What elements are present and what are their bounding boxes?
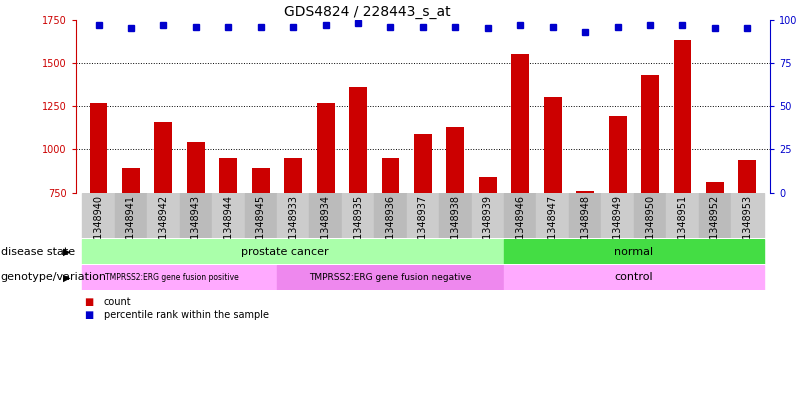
Text: count: count xyxy=(104,297,132,307)
Bar xyxy=(212,193,244,238)
Text: GSM1348948: GSM1348948 xyxy=(580,195,591,260)
Bar xyxy=(569,193,602,238)
Bar xyxy=(89,103,108,193)
Bar xyxy=(504,265,764,290)
Text: disease state: disease state xyxy=(1,246,75,257)
Text: GSM1348947: GSM1348947 xyxy=(547,195,558,260)
Text: normal: normal xyxy=(614,246,654,257)
Bar xyxy=(277,265,504,290)
Text: GSM1348939: GSM1348939 xyxy=(483,195,493,260)
Bar xyxy=(439,193,472,238)
Bar xyxy=(472,193,504,238)
Text: GSM1348933: GSM1348933 xyxy=(288,195,298,260)
Bar xyxy=(666,193,699,238)
Bar xyxy=(731,193,764,238)
Bar xyxy=(187,142,205,193)
Text: GSM1348953: GSM1348953 xyxy=(742,195,753,260)
Bar xyxy=(641,75,659,193)
Text: GSM1348942: GSM1348942 xyxy=(159,195,168,260)
Text: GSM1348940: GSM1348940 xyxy=(93,195,104,260)
Bar xyxy=(706,182,724,193)
Bar xyxy=(576,191,594,193)
Text: GSM1348936: GSM1348936 xyxy=(385,195,396,260)
Bar xyxy=(634,193,666,238)
Bar xyxy=(350,87,367,193)
Bar xyxy=(219,158,237,193)
Bar xyxy=(147,193,180,238)
Text: GSM1348943: GSM1348943 xyxy=(191,195,201,260)
Bar xyxy=(699,193,731,238)
Bar xyxy=(602,193,634,238)
Bar xyxy=(317,103,334,193)
Text: TMPRSS2:ERG gene fusion positive: TMPRSS2:ERG gene fusion positive xyxy=(105,273,239,282)
Text: GSM1348935: GSM1348935 xyxy=(353,195,363,260)
Bar xyxy=(82,193,115,238)
Bar xyxy=(277,193,310,238)
Text: ▶: ▶ xyxy=(63,246,70,257)
Text: GSM1348937: GSM1348937 xyxy=(418,195,428,260)
Text: control: control xyxy=(614,272,653,283)
Text: GSM1348934: GSM1348934 xyxy=(321,195,330,260)
Bar xyxy=(446,127,464,193)
Bar xyxy=(342,193,374,238)
Bar xyxy=(155,122,172,193)
Bar xyxy=(504,239,764,264)
Bar xyxy=(512,54,529,193)
Text: GSM1348946: GSM1348946 xyxy=(516,195,525,260)
Text: GSM1348950: GSM1348950 xyxy=(645,195,655,260)
Bar xyxy=(674,40,691,193)
Bar xyxy=(252,168,270,193)
Bar xyxy=(479,177,496,193)
Text: genotype/variation: genotype/variation xyxy=(1,272,107,283)
Bar xyxy=(738,160,757,193)
Text: prostate cancer: prostate cancer xyxy=(241,246,329,257)
Bar xyxy=(504,193,536,238)
Bar xyxy=(414,134,432,193)
Text: GSM1348952: GSM1348952 xyxy=(710,195,720,260)
Text: ■: ■ xyxy=(84,297,93,307)
Bar xyxy=(374,193,407,238)
Bar xyxy=(180,193,212,238)
Text: ■: ■ xyxy=(84,310,93,320)
Bar xyxy=(115,193,147,238)
Bar xyxy=(543,97,562,193)
Text: ▶: ▶ xyxy=(63,272,70,283)
Text: GSM1348945: GSM1348945 xyxy=(255,195,266,260)
Text: GSM1348951: GSM1348951 xyxy=(678,195,687,260)
Text: GSM1348941: GSM1348941 xyxy=(126,195,136,260)
Bar xyxy=(82,239,504,264)
Bar xyxy=(609,116,626,193)
Bar xyxy=(122,168,140,193)
Bar xyxy=(244,193,277,238)
Text: GSM1348944: GSM1348944 xyxy=(223,195,233,260)
Text: TMPRSS2:ERG gene fusion negative: TMPRSS2:ERG gene fusion negative xyxy=(310,273,472,282)
Bar xyxy=(82,265,277,290)
Bar xyxy=(381,158,400,193)
Text: percentile rank within the sample: percentile rank within the sample xyxy=(104,310,269,320)
Text: GSM1348938: GSM1348938 xyxy=(450,195,460,260)
Title: GDS4824 / 228443_s_at: GDS4824 / 228443_s_at xyxy=(284,5,451,18)
Text: GSM1348949: GSM1348949 xyxy=(613,195,622,260)
Bar xyxy=(310,193,342,238)
Bar xyxy=(284,158,302,193)
Bar xyxy=(407,193,439,238)
Bar xyxy=(536,193,569,238)
